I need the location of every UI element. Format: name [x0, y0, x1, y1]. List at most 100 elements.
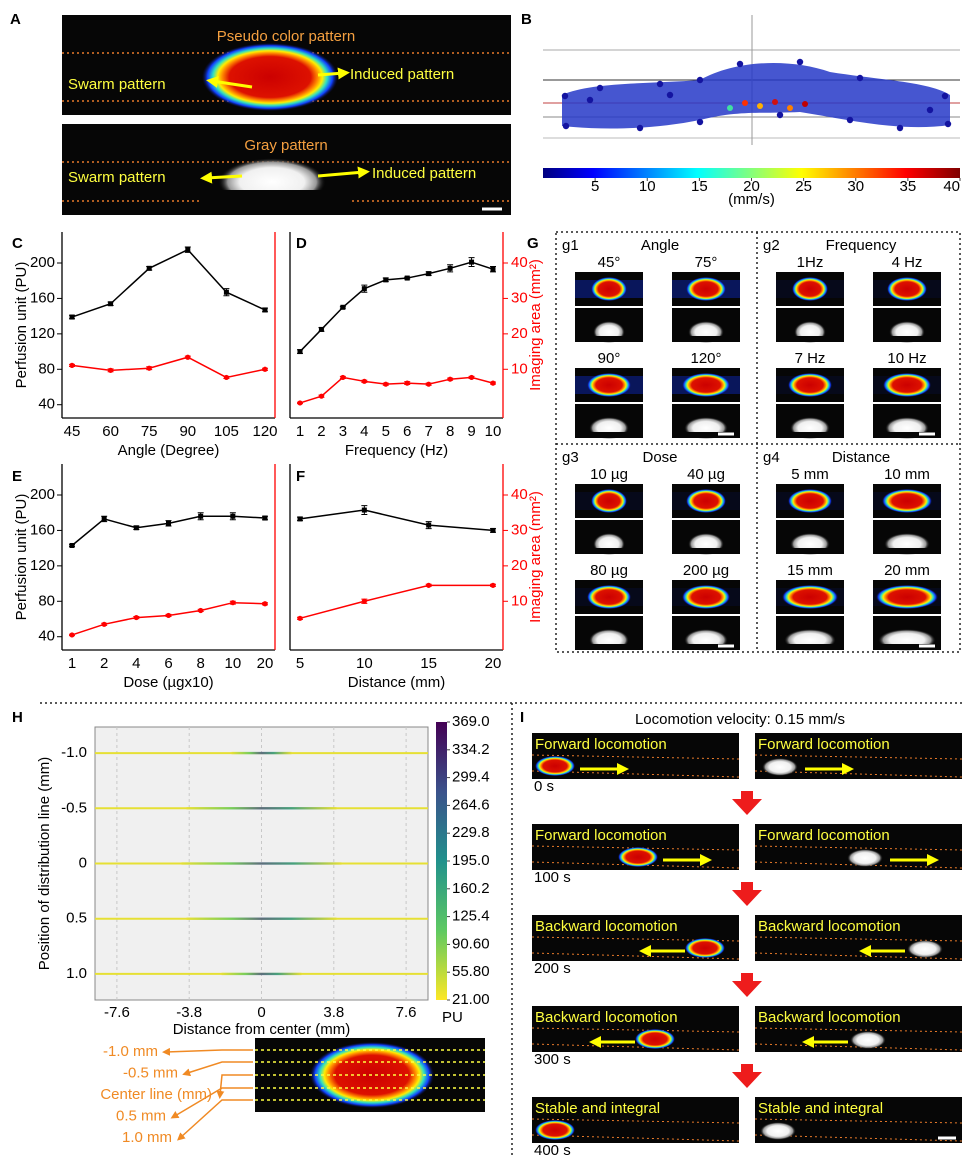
row-label: Backward locomotion	[758, 918, 901, 935]
condition-label: 200 µg	[683, 562, 729, 579]
point	[361, 507, 367, 513]
pseudo-swarm	[887, 277, 927, 301]
row-label: Forward locomotion	[535, 827, 667, 844]
colorbar-tick-label: 15	[691, 178, 708, 195]
x-tick-label: -7.6	[104, 1004, 130, 1021]
condition-label: 10 µg	[590, 466, 628, 483]
pseudo-swarm	[876, 585, 938, 609]
trajectory-point	[941, 92, 949, 100]
pseudo-swarm	[591, 277, 627, 301]
point	[426, 381, 432, 387]
gray-swarm	[762, 758, 798, 776]
colorbar	[436, 722, 447, 1000]
trajectory-point	[586, 96, 594, 104]
x-tick-label: 8	[196, 655, 204, 672]
point	[223, 289, 229, 295]
point	[69, 314, 75, 320]
image-title: Pseudo color pattern	[217, 28, 355, 45]
subpanel-tag: g1	[562, 237, 579, 254]
image-title: Gray pattern	[244, 137, 327, 154]
trajectory-band	[562, 62, 950, 129]
x-tick-label: 15	[420, 655, 437, 672]
image-annotation: Induced pattern	[372, 165, 476, 182]
series-line	[299, 509, 494, 532]
point	[69, 542, 75, 548]
point	[69, 632, 75, 638]
colorbar-tick-label: 21.00	[452, 991, 490, 1008]
colorbar-tick-label: 334.2	[452, 741, 490, 758]
label-arrow	[182, 1061, 253, 1077]
pseudo-swarm	[682, 585, 730, 609]
point	[262, 307, 268, 313]
x-tick-label: 4	[360, 423, 368, 440]
point	[133, 614, 139, 621]
x-tick-label: 2	[100, 655, 108, 672]
x-tick-label: 3	[339, 423, 347, 440]
colorbar-tick-label: 55.80	[452, 963, 490, 980]
x-tick-label: 6	[403, 423, 411, 440]
line-label: -0.5 mm	[123, 1064, 178, 1081]
series-line	[71, 356, 266, 379]
mask	[575, 644, 643, 650]
y-tick-label: 120	[30, 325, 55, 342]
condition-label: 120°	[690, 350, 721, 367]
panel-label: I	[520, 709, 524, 726]
pseudo-swarm	[788, 489, 832, 513]
y-tick-label: 40	[38, 396, 55, 413]
y-tick-label: 80	[38, 360, 55, 377]
label-arrow	[170, 1087, 253, 1119]
mask	[672, 432, 740, 438]
y2-tick-label: 30	[511, 289, 528, 306]
trajectory-point	[696, 118, 704, 126]
mask	[575, 548, 643, 554]
arrow	[206, 75, 253, 89]
point	[185, 354, 191, 360]
colorbar-tick-label: 160.2	[452, 880, 490, 897]
y-tick-label: -1.0	[61, 744, 87, 761]
point	[468, 374, 475, 381]
panel-label: G	[527, 235, 539, 252]
subpanel-tag: g3	[562, 449, 579, 466]
time-label: 400 s	[534, 1142, 571, 1158]
x-tick-label: 3.8	[323, 1004, 344, 1021]
colorbar-tick-label: 25	[795, 178, 812, 195]
colorbar-tick-label: 10	[639, 178, 656, 195]
profile-peak	[186, 917, 337, 920]
colorbar-tick-label: 229.8	[452, 824, 490, 841]
x-tick-label: 10	[224, 655, 241, 672]
point	[297, 349, 303, 355]
pseudo-swarm	[685, 938, 725, 958]
point	[297, 516, 303, 522]
pseudo-swarm	[635, 1029, 675, 1049]
trajectory-point	[696, 76, 704, 84]
trajectory-point	[802, 101, 808, 107]
pseudo-swarm	[618, 847, 658, 867]
arrow	[200, 171, 243, 184]
panel-frame	[555, 231, 961, 653]
series-line	[299, 584, 493, 620]
trajectory-point	[742, 100, 748, 106]
point	[262, 515, 268, 521]
panel-label: C	[12, 235, 23, 252]
panel-label: F	[296, 468, 305, 485]
x-tick-label: 105	[214, 423, 239, 440]
mask	[873, 432, 941, 438]
mask	[776, 336, 844, 342]
point	[490, 266, 496, 272]
x-tick-label: 10	[356, 655, 373, 672]
mask	[200, 190, 350, 215]
trajectory-point	[926, 106, 934, 114]
panel-label: H	[12, 709, 23, 726]
colorbar-tick-label: 40	[943, 178, 960, 195]
subpanel-title: Frequency	[826, 237, 897, 254]
condition-label: 15 mm	[787, 562, 833, 579]
condition-label: 20 mm	[884, 562, 930, 579]
point	[146, 365, 152, 371]
trajectory-point	[757, 103, 763, 109]
colorbar-tick-label: 35	[900, 178, 917, 195]
mask	[776, 644, 844, 650]
point	[426, 271, 432, 277]
colorbar-tick-label: 30	[847, 178, 864, 195]
trajectory-point	[736, 60, 744, 68]
